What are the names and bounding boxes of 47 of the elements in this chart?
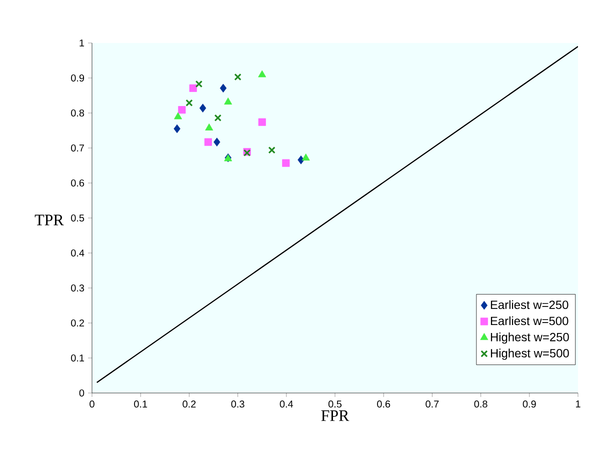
point bbox=[258, 118, 266, 126]
point bbox=[199, 104, 206, 112]
point bbox=[195, 80, 203, 88]
x-axis-title: FPR bbox=[321, 410, 350, 421]
point bbox=[268, 146, 276, 154]
x-tick-label: 0.9 bbox=[522, 400, 536, 408]
point bbox=[174, 112, 182, 120]
x-tick-label: 0.4 bbox=[280, 400, 294, 408]
x-tick-label: 0 bbox=[90, 400, 94, 408]
point bbox=[282, 159, 290, 167]
y-tick-label: 0.2 bbox=[71, 319, 84, 327]
point bbox=[214, 138, 220, 146]
y-tick-label: 0.4 bbox=[71, 249, 84, 257]
x-tick-label: 0.7 bbox=[426, 400, 439, 408]
point bbox=[204, 138, 212, 146]
point bbox=[220, 84, 227, 93]
y-tick-label: 1 bbox=[80, 40, 84, 46]
legend-label: Earliest w=250 bbox=[490, 300, 568, 310]
x-tick-label: 0.2 bbox=[182, 400, 196, 408]
point bbox=[178, 106, 186, 114]
point bbox=[302, 154, 310, 161]
x-tick-label: 0.3 bbox=[231, 400, 244, 408]
x-tick-label: 0.8 bbox=[474, 400, 488, 408]
y-tick-label: 0.1 bbox=[71, 354, 84, 362]
legend-label: Highest w=500 bbox=[490, 348, 569, 360]
point bbox=[174, 124, 180, 134]
point bbox=[234, 73, 242, 81]
y-tick-label: 0 bbox=[79, 389, 84, 397]
x-tick-label: 0.6 bbox=[377, 400, 390, 408]
y-tick-label: 0.5 bbox=[71, 214, 84, 222]
y-tick-label: 0.8 bbox=[71, 109, 84, 117]
y-axis-title: TPR bbox=[34, 214, 64, 226]
y-tick-label: 0.7 bbox=[71, 144, 84, 152]
y-tick-label: 0.3 bbox=[71, 284, 84, 292]
x-tick-label: 0.5 bbox=[328, 400, 342, 408]
point bbox=[214, 114, 222, 122]
legend-label: Highest w=250 bbox=[490, 332, 569, 344]
y-tick-label: 0.6 bbox=[71, 179, 84, 187]
point bbox=[186, 99, 193, 106]
y-tick-label: 0.9 bbox=[71, 74, 84, 82]
point bbox=[205, 123, 214, 130]
x-tick-label: 1 bbox=[576, 400, 580, 408]
point bbox=[189, 84, 197, 92]
point bbox=[258, 70, 266, 78]
legend-label: Earliest w=500 bbox=[490, 316, 568, 326]
x-tick-label: 0.1 bbox=[134, 400, 148, 408]
point bbox=[224, 98, 232, 105]
